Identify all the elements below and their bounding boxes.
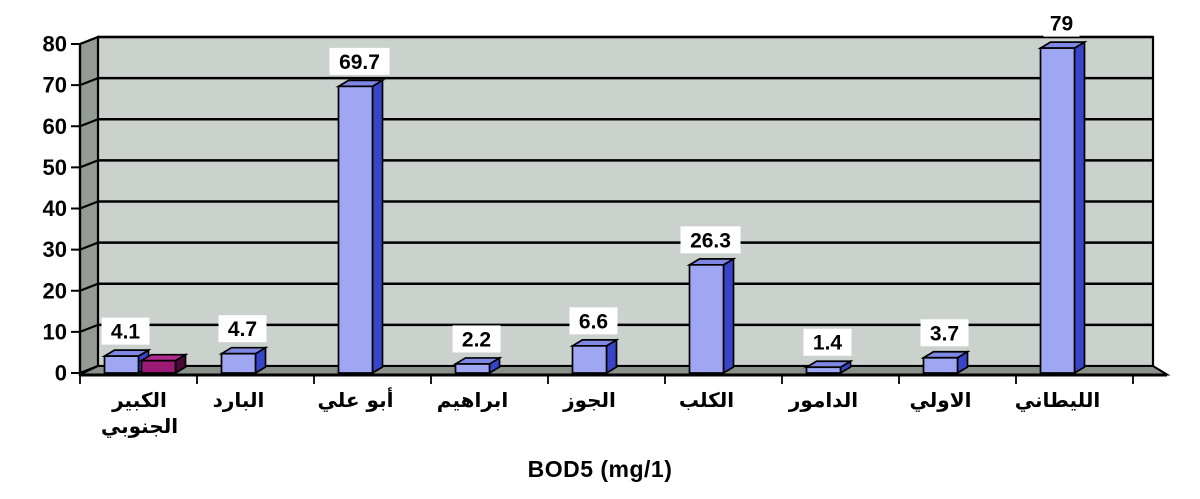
gridline-wall-segment <box>79 323 99 333</box>
bar-front-face <box>1039 47 1076 374</box>
category-label: الجوز <box>562 388 616 412</box>
category-label: البارد <box>213 388 265 412</box>
y-axis-label: 10 <box>43 319 67 344</box>
bar-value-label: 3.7 <box>930 322 959 345</box>
bar-value-label: 1.4 <box>813 332 843 355</box>
bar-side-face <box>722 257 735 375</box>
bar-value-label: 26.3 <box>690 229 731 252</box>
bar-value-label-box <box>329 47 390 75</box>
bar-value-label-box <box>218 315 267 343</box>
gridline-wall-segment <box>79 241 99 251</box>
gridline-wall-segment <box>79 282 99 292</box>
y-axis-label: 0 <box>55 361 67 386</box>
y-axis-label: 70 <box>43 73 67 98</box>
bar-value-label: 4.7 <box>228 318 257 341</box>
category-label: ابراهيم <box>437 388 508 412</box>
y-axis-label: 50 <box>43 155 67 180</box>
bar-front-face <box>140 359 177 374</box>
category-label: الاولي <box>910 388 972 413</box>
y-axis-label: 30 <box>43 237 67 262</box>
bar-value-label-box <box>803 328 852 356</box>
bar-front-face <box>103 355 140 374</box>
bar-value-label: 4.1 <box>111 321 141 344</box>
bar-front-face <box>571 345 608 374</box>
gridline-wall-segment <box>79 118 99 128</box>
bar-front-face <box>922 356 959 374</box>
category-label: أبو علي <box>318 386 394 413</box>
category-label: الدامور <box>788 388 858 412</box>
bar-front-face <box>805 366 842 374</box>
y-axis-label: 60 <box>43 114 67 139</box>
bar-front-face <box>454 363 491 374</box>
gridline-wall-segment <box>79 35 99 46</box>
bar-front-face <box>688 263 725 374</box>
category-label: الكلب <box>679 388 734 412</box>
gridline-wall-segment <box>79 200 99 210</box>
y-axis-label: 40 <box>43 196 67 221</box>
bar-value-label: 69.7 <box>339 51 380 74</box>
category-label: الليطاني <box>1015 388 1100 413</box>
gridline-wall-segment <box>79 77 99 87</box>
bar-value-label: 79 <box>1050 13 1073 36</box>
bar-side-face <box>371 78 384 375</box>
bar-value-label-box <box>101 317 150 345</box>
bar-value-label-box <box>680 226 741 254</box>
y-axis-label: 20 <box>43 278 67 303</box>
bar-front-face <box>220 352 257 374</box>
bar-side-face <box>1073 40 1086 375</box>
bar-value-label-box <box>1043 9 1080 37</box>
category-label: الكبير الجنوبي <box>101 388 178 439</box>
gridline-wall-segment <box>79 159 99 169</box>
axis-title: BOD5 (mg/1) <box>527 456 673 482</box>
bar-value-label: 2.2 <box>462 328 491 351</box>
bar-value-label: 6.6 <box>579 310 608 333</box>
bar-value-label-box <box>452 325 501 353</box>
bar-value-label-box <box>920 319 969 347</box>
bar-front-face <box>337 85 374 374</box>
y-axis-label: 80 <box>43 32 67 57</box>
bar-value-label-box <box>569 307 618 335</box>
